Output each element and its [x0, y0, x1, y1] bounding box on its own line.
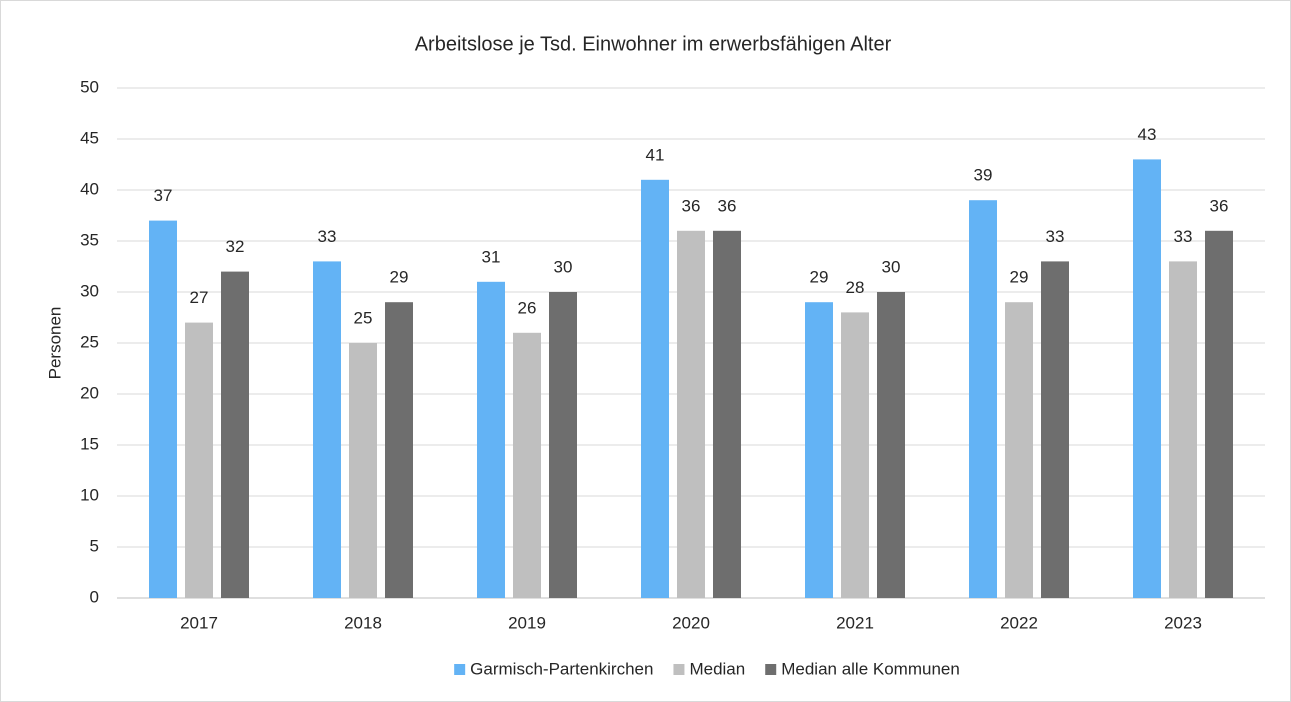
- data-label: 29: [1010, 268, 1029, 287]
- legend-swatch: [454, 664, 466, 675]
- legend-label: Garmisch-Partenkirchen: [470, 659, 653, 678]
- bar: [221, 271, 249, 598]
- data-label: 27: [190, 288, 209, 307]
- y-tick-label: 30: [80, 281, 99, 300]
- data-label: 36: [682, 196, 701, 215]
- bar: [641, 179, 669, 599]
- bar: [313, 261, 341, 598]
- bar: [1041, 261, 1069, 598]
- data-label: 32: [226, 237, 245, 256]
- bar: [805, 302, 833, 598]
- y-tick-label: 50: [80, 77, 99, 96]
- data-label: 31: [482, 247, 501, 266]
- data-label: 30: [882, 257, 901, 276]
- bar: [385, 302, 413, 598]
- data-label: 29: [390, 268, 409, 287]
- bar: [513, 332, 541, 598]
- y-tick-label: 5: [90, 536, 99, 555]
- x-tick-label: 2019: [508, 613, 546, 632]
- x-tick-label: 2018: [344, 613, 382, 632]
- bar: [185, 322, 213, 598]
- y-tick-label: 20: [80, 383, 99, 402]
- data-label: 30: [554, 257, 573, 276]
- legend-label: Median alle Kommunen: [781, 659, 960, 678]
- y-tick-label: 35: [80, 230, 99, 249]
- x-tick-label: 2017: [180, 613, 218, 632]
- data-label: 39: [974, 166, 993, 185]
- data-label: 36: [718, 196, 737, 215]
- data-label: 43: [1138, 125, 1157, 144]
- bar: [549, 292, 577, 598]
- x-tick-label: 2021: [836, 613, 874, 632]
- bar: [1205, 230, 1233, 599]
- chart-title: Arbeitslose je Tsd. Einwohner im erwerbs…: [415, 33, 892, 55]
- data-label: 37: [154, 186, 173, 205]
- y-tick-label: 10: [80, 485, 99, 504]
- legend-swatch: [673, 664, 685, 675]
- bar: [477, 281, 505, 598]
- data-label: 26: [518, 298, 537, 317]
- data-label: 33: [318, 227, 337, 246]
- y-tick-label: 25: [80, 332, 99, 351]
- data-label: 41: [646, 145, 665, 164]
- bar: [841, 312, 869, 598]
- x-tick-label: 2020: [672, 613, 710, 632]
- y-tick-label: 15: [80, 434, 99, 453]
- x-tick-label: 2023: [1164, 613, 1202, 632]
- data-label: 28: [846, 278, 865, 297]
- data-label: 25: [354, 308, 373, 327]
- bar: [149, 220, 177, 598]
- data-label: 33: [1046, 227, 1065, 246]
- bar: [969, 200, 997, 598]
- data-label: 33: [1174, 227, 1193, 246]
- bar: [1169, 261, 1197, 598]
- legend-label: Median: [689, 659, 745, 678]
- y-tick-label: 0: [90, 587, 99, 606]
- bar: [877, 292, 905, 598]
- data-label: 36: [1210, 196, 1229, 215]
- legend-swatch: [765, 664, 777, 675]
- bar: [1133, 159, 1161, 598]
- bar: [1005, 302, 1033, 598]
- bar: [349, 343, 377, 598]
- y-tick-label: 45: [80, 128, 99, 147]
- x-tick-label: 2022: [1000, 613, 1038, 632]
- data-label: 29: [810, 268, 829, 287]
- bar: [677, 230, 705, 599]
- y-tick-label: 40: [80, 179, 99, 198]
- bar: [713, 230, 741, 599]
- y-axis-label: Personen: [45, 307, 64, 380]
